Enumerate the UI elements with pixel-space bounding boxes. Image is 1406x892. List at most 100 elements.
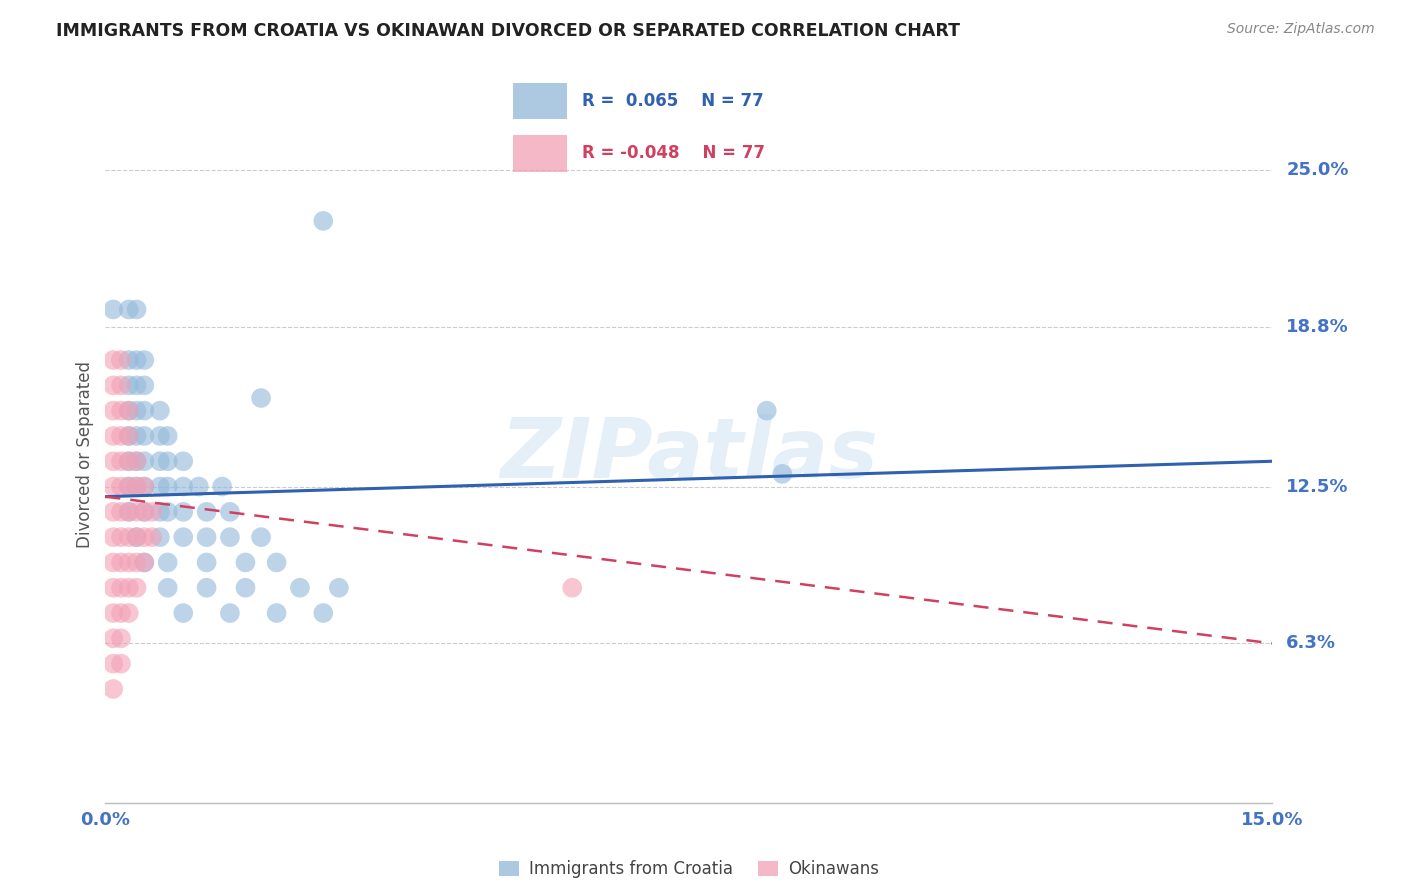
Point xyxy=(103,353,125,368)
Bar xyxy=(513,135,567,171)
Point xyxy=(755,403,778,417)
Point xyxy=(118,454,141,468)
Point xyxy=(103,479,125,493)
Point xyxy=(134,505,156,519)
Point xyxy=(195,530,218,544)
Point xyxy=(118,429,141,443)
Point xyxy=(250,530,273,544)
Point xyxy=(172,479,194,493)
Point xyxy=(103,556,125,570)
Point xyxy=(125,454,148,468)
Point xyxy=(110,429,132,443)
Point xyxy=(125,403,148,417)
Point xyxy=(172,505,194,519)
Point xyxy=(250,391,273,405)
Point xyxy=(125,505,148,519)
Point xyxy=(156,429,179,443)
Point xyxy=(125,378,148,392)
Point xyxy=(103,606,125,620)
Point xyxy=(312,606,335,620)
Point xyxy=(266,556,288,570)
Point xyxy=(103,632,125,646)
Point xyxy=(125,556,148,570)
Point xyxy=(118,581,141,595)
Point xyxy=(125,429,148,443)
Point xyxy=(103,681,125,696)
Point xyxy=(134,403,156,417)
Point xyxy=(235,581,257,595)
Text: 6.3%: 6.3% xyxy=(1286,634,1336,652)
Point xyxy=(110,505,132,519)
Point xyxy=(156,505,179,519)
Point xyxy=(125,479,148,493)
Point xyxy=(118,454,141,468)
Point xyxy=(110,581,132,595)
Point xyxy=(172,606,194,620)
Point xyxy=(219,606,242,620)
Point xyxy=(187,479,209,493)
Point xyxy=(149,530,172,544)
Point xyxy=(103,657,125,671)
Point xyxy=(211,479,233,493)
Point xyxy=(110,378,132,392)
Point xyxy=(561,581,583,595)
Point xyxy=(110,479,132,493)
Point xyxy=(328,581,350,595)
Point xyxy=(134,454,156,468)
Point xyxy=(118,479,141,493)
Point xyxy=(118,302,141,317)
Text: 18.8%: 18.8% xyxy=(1286,318,1350,336)
Point xyxy=(141,530,163,544)
Point xyxy=(118,378,141,392)
Point xyxy=(195,581,218,595)
Legend: Immigrants from Croatia, Okinawans: Immigrants from Croatia, Okinawans xyxy=(492,854,886,885)
Point xyxy=(149,403,172,417)
Point xyxy=(118,353,141,368)
Point xyxy=(235,556,257,570)
Point xyxy=(125,479,148,493)
Point xyxy=(134,479,156,493)
Point xyxy=(156,454,179,468)
Point xyxy=(118,530,141,544)
Point xyxy=(219,530,242,544)
Point xyxy=(156,556,179,570)
Text: Source: ZipAtlas.com: Source: ZipAtlas.com xyxy=(1227,22,1375,37)
Point xyxy=(156,581,179,595)
Point xyxy=(134,530,156,544)
Point xyxy=(110,632,132,646)
Point xyxy=(134,505,156,519)
Point xyxy=(156,479,179,493)
Point xyxy=(103,429,125,443)
Point xyxy=(149,505,172,519)
Point xyxy=(134,479,156,493)
Point xyxy=(134,556,156,570)
Point xyxy=(103,378,125,392)
Point xyxy=(141,505,163,519)
Text: R = -0.048    N = 77: R = -0.048 N = 77 xyxy=(582,144,765,161)
Point xyxy=(110,556,132,570)
Point xyxy=(103,530,125,544)
Point xyxy=(118,479,141,493)
Point xyxy=(110,353,132,368)
Text: IMMIGRANTS FROM CROATIA VS OKINAWAN DIVORCED OR SEPARATED CORRELATION CHART: IMMIGRANTS FROM CROATIA VS OKINAWAN DIVO… xyxy=(56,22,960,40)
Point xyxy=(195,505,218,519)
Point xyxy=(266,606,288,620)
Point xyxy=(288,581,311,595)
Point xyxy=(219,505,242,519)
Point xyxy=(103,581,125,595)
Point xyxy=(118,505,141,519)
Point xyxy=(134,353,156,368)
Point xyxy=(312,214,335,228)
Point xyxy=(118,505,141,519)
Point xyxy=(103,505,125,519)
Text: 25.0%: 25.0% xyxy=(1286,161,1348,179)
Point xyxy=(103,302,125,317)
Point xyxy=(118,403,141,417)
Point xyxy=(134,429,156,443)
Point xyxy=(770,467,793,481)
Point xyxy=(134,556,156,570)
Bar xyxy=(513,83,567,120)
Point xyxy=(110,606,132,620)
Point xyxy=(118,403,141,417)
Point xyxy=(118,429,141,443)
